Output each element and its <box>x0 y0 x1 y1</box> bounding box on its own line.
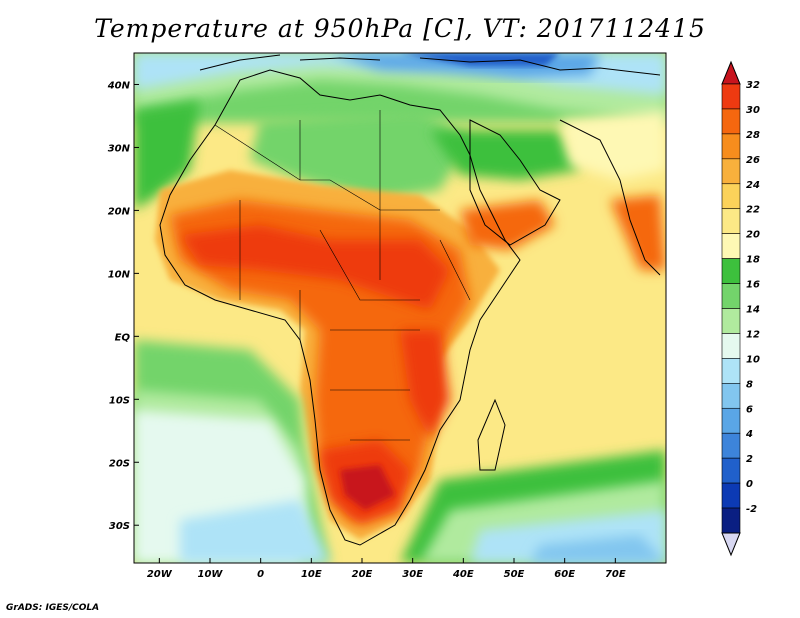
lon-tick-label: 60E <box>554 569 575 580</box>
lon-tick-label: 40E <box>452 569 474 580</box>
colorbar-swatch <box>721 83 741 110</box>
lat-tick-label: 30N <box>108 143 131 154</box>
lat-tick-label: 30S <box>109 521 130 532</box>
colorbar-swatch <box>721 358 741 384</box>
colorbar-swatch <box>721 258 741 284</box>
lon-tick-label: 10E <box>301 569 322 580</box>
colorbar-level-label: 0 <box>746 479 753 490</box>
colorbar-level-label: 2 <box>746 454 753 465</box>
lat-tick-label: 20S <box>109 458 130 469</box>
colorbar-swatch <box>721 183 741 210</box>
colorbar-swatch <box>721 333 741 359</box>
colorbar-swatch <box>721 482 741 509</box>
lat-tick-label: 40N <box>107 80 131 91</box>
lon-axis: 20W 10W 0 10E 20E 30E 40E 50E 60E 70E <box>147 558 626 580</box>
colorbar-swatch <box>721 457 741 484</box>
lon-tick-label: 50E <box>504 569 525 580</box>
colorbar-level-label: 18 <box>746 255 760 266</box>
map-field <box>134 53 666 563</box>
colorbar-level-label: 4 <box>745 429 753 440</box>
colorbar-level-label: 8 <box>746 379 753 390</box>
colorbar-swatch <box>721 108 741 135</box>
coastlines <box>159 54 661 546</box>
lat-tick-label: 10S <box>109 395 130 406</box>
colorbar-level-label: 6 <box>746 404 753 415</box>
lon-tick-label: 10W <box>198 569 224 580</box>
colorbar-swatch <box>721 158 741 185</box>
colorbar-level-label: 22 <box>746 205 760 216</box>
colorbar-bottom-arrow <box>721 532 741 557</box>
colorbar-level-label: 26 <box>746 155 760 166</box>
lon-tick-label: 0 <box>257 569 264 580</box>
colorbar-level-label: 32 <box>746 80 760 91</box>
colorbar-level-label: 10 <box>746 354 760 365</box>
colorbar-level-label: 16 <box>746 280 760 291</box>
colorbar-level-label: -2 <box>746 504 757 515</box>
colorbar-swatch <box>721 133 741 160</box>
chart-title: Temperature at 950hPa [C], VT: 201711241… <box>94 14 706 43</box>
colorbar-swatch <box>721 407 741 434</box>
map-frame <box>133 52 667 564</box>
colorbar-level-label: 24 <box>746 180 760 191</box>
colorbar-level-label: 28 <box>746 130 760 141</box>
lon-tick-label: 70E <box>605 569 626 580</box>
colorbar-swatch <box>721 283 741 309</box>
colorbar-swatch <box>721 208 741 234</box>
colorbar-top-arrow <box>721 60 741 85</box>
colorbar-level-label: 12 <box>746 329 760 340</box>
colorbar-swatch <box>721 308 741 334</box>
country-borders <box>214 110 471 441</box>
colorbar-level-label: 20 <box>746 230 760 241</box>
colorbar-swatch <box>721 432 741 459</box>
colorbar-swatch <box>721 233 741 259</box>
colorbar-swatch <box>721 507 741 534</box>
colorbar-level-label: 30 <box>746 105 760 116</box>
lon-tick-label: 20E <box>352 569 373 580</box>
colorbar-swatch <box>721 383 741 409</box>
lat-tick-label: 20N <box>108 206 131 217</box>
lon-tick-label: 30E <box>402 569 423 580</box>
lat-tick-label: EQ <box>115 332 131 343</box>
lat-tick-label: 10N <box>108 269 131 280</box>
lon-tick-label: 20W <box>147 569 173 580</box>
lat-axis: 40N 30N 20N 10N EQ 10S 20S 30S <box>107 80 139 532</box>
credit-label: GrADS: IGES/COLA <box>6 603 100 613</box>
colorbar-level-label: 14 <box>746 305 760 316</box>
